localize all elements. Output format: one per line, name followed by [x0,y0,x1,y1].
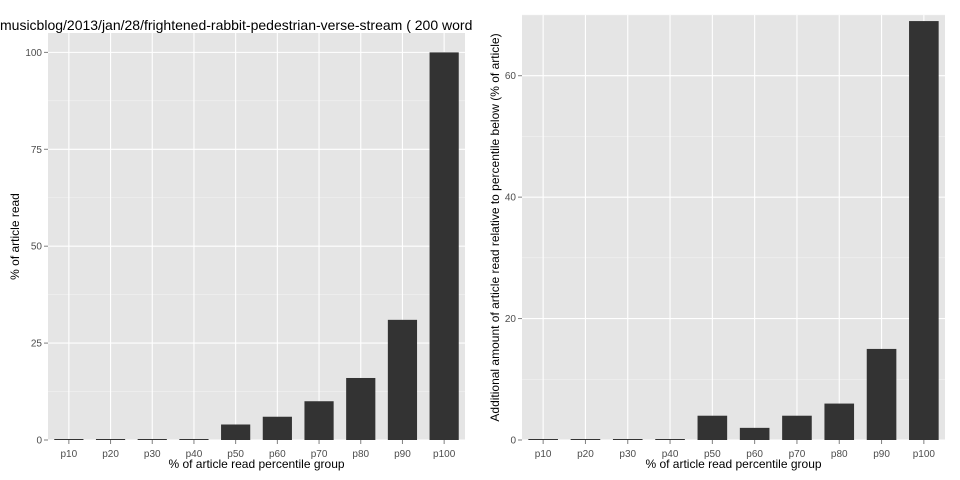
bar-p100 [909,21,939,440]
y-axis-title: Additional amount of article read relati… [488,33,502,421]
x-tick-label-p100: p100 [433,449,456,460]
x-tick-label-p40: p40 [186,449,203,460]
y-tick-label: 50 [31,242,43,253]
x-tick-label-p80: p80 [352,449,369,460]
bar-p80 [346,377,376,440]
x-tick-label-p80: p80 [831,449,848,460]
bar-p90 [866,348,897,440]
bar-p90 [387,319,418,440]
bar-p100 [429,52,459,440]
x-tick-label-p50: p50 [227,449,244,460]
left-chart: 0 25 50 75 100 p10 p20 p30 p40 p50 p60 p70 p80 p90 p10… [8,33,465,471]
y-tick-label: 75 [31,145,43,156]
y-tick-label: 20 [505,314,517,325]
bar-p10 [528,439,558,440]
x-axis-title: % of article read percentile group [645,457,821,471]
x-tick-label-p60: p60 [269,449,286,460]
bar-p50 [697,415,728,440]
x-tick-label-p40: p40 [662,449,679,460]
y-axis-title: % of article read [8,193,22,280]
chart-title: musicblog/2013/jan/28/frightened-rabbit-… [0,17,472,33]
bar-p50 [221,424,251,440]
x-tick-label-p50: p50 [704,449,721,460]
y-tick-label: 0 [36,436,42,447]
y-tick-label: 25 [31,339,43,350]
x-tick-label-p90: p90 [873,449,890,460]
bar-p20 [95,439,126,440]
bar-p40 [179,439,209,440]
x-tick-label-p60: p60 [746,449,763,460]
x-tick-label-p70: p70 [311,449,328,460]
x-tick-label-p100: p100 [913,449,936,460]
bar-p30 [137,439,167,440]
right-chart: 0 20 40 60 p10 p20 p30 p40 p50 p60 p70 p80 p90 p100 % … [488,14,945,471]
bar-p80 [824,403,855,440]
x-axis-title: % of article read percentile group [168,457,344,471]
bar-p30 [612,439,643,440]
x-tick-label-p10: p10 [61,449,78,460]
y-tick-label: 100 [25,48,42,59]
y-tick-label: 60 [505,71,517,82]
x-tick-label-p70: p70 [789,449,806,460]
bar-p60 [262,416,292,440]
bar-p70 [304,401,334,440]
bar-p60 [739,427,770,440]
bar-p40 [655,439,685,440]
x-tick-label-p30: p30 [619,449,636,460]
x-tick-label-p20: p20 [577,449,594,460]
x-tick-label-p30: p30 [144,449,161,460]
y-tick-label: 0 [510,436,516,447]
y-tick-label: 40 [505,193,517,204]
bar-p70 [782,415,812,440]
x-tick-label-p10: p10 [535,449,552,460]
x-tick-label-p90: p90 [394,449,411,460]
x-tick-label-p20: p20 [102,449,119,460]
bar-p10 [54,439,84,440]
bar-p20 [570,439,601,440]
